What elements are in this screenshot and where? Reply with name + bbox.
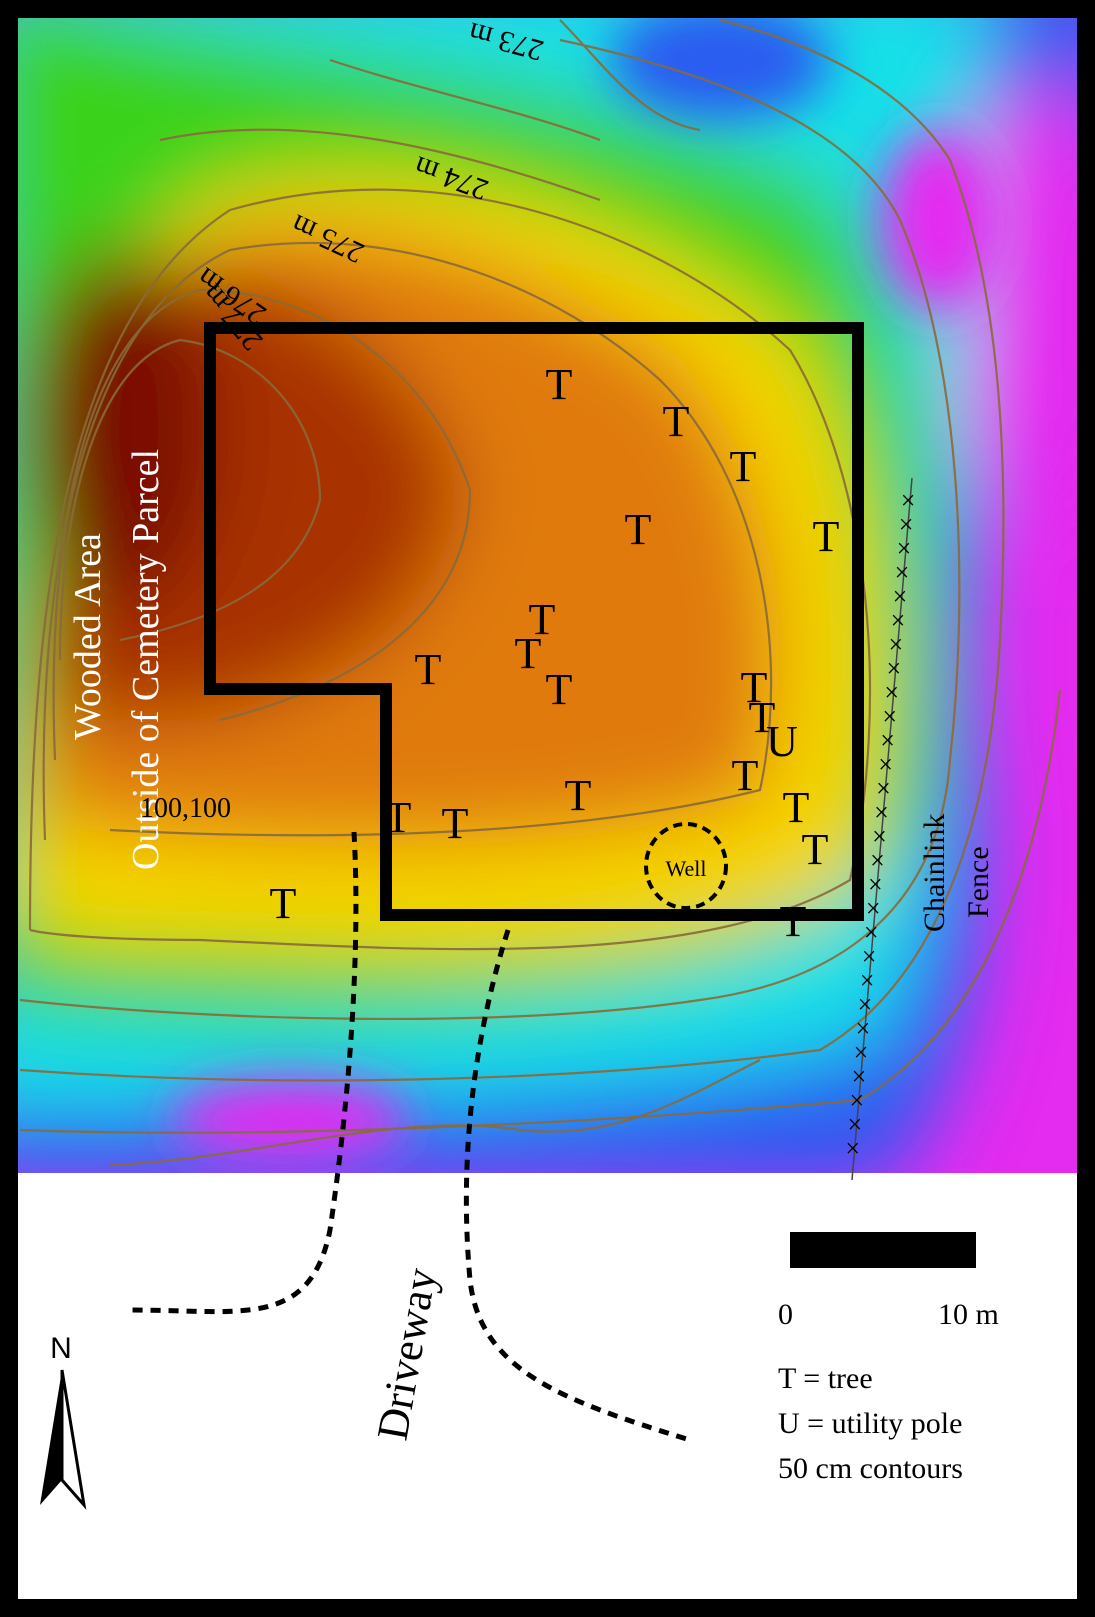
driveway-edges (129, 831, 691, 1443)
fence-marker: × (886, 654, 901, 683)
fence-marker: × (874, 798, 889, 827)
tree-symbol: T (546, 665, 573, 714)
scale-start-label: 0 (778, 1298, 793, 1331)
tree-symbol: T (730, 442, 757, 491)
fence-label: Chainlink Fence (918, 814, 995, 932)
tree-symbol: T (749, 693, 776, 742)
fence-marker: × (856, 1014, 871, 1043)
tree-symbol: T (663, 397, 690, 446)
driveway-label: Driveway (368, 1264, 446, 1443)
tree-symbol: T (529, 595, 556, 644)
tree-symbol: T (565, 771, 592, 820)
fence-marker: × (882, 702, 897, 731)
grid-origin-label: 100,100 (140, 793, 231, 824)
tree-symbol: T (385, 793, 412, 842)
cemetery-parcel-boundary (204, 322, 864, 921)
tree-symbol: T (515, 629, 542, 678)
wooded-area-line2: Outside of Cemetery Parcel (125, 449, 167, 870)
fence-marker: × (878, 750, 893, 779)
fence-marker: × (897, 534, 912, 563)
scale-bar: 0 10 m (778, 1232, 999, 1331)
fence-marker: × (901, 486, 916, 515)
fence-marker: × (862, 942, 877, 971)
fence-marker: × (864, 918, 879, 947)
fence-marker: × (858, 990, 873, 1019)
fence-marker: × (884, 678, 899, 707)
wooded-area-label: Wooded Area Outside of Cemetery Parcel (67, 449, 167, 870)
fence-marker: × (866, 894, 881, 923)
tree-symbol: T (270, 879, 297, 928)
fence-marker: × (888, 630, 903, 659)
legend: T = tree U = utility pole 50 cm contours (778, 1362, 963, 1485)
fence-marker: × (880, 726, 895, 755)
tree-symbol: T (813, 512, 840, 561)
tree-symbol: T (442, 799, 469, 848)
tree-symbol: T (741, 663, 768, 712)
fence-label-line2: Fence (962, 846, 995, 918)
fence-marker: × (891, 606, 906, 635)
tree-symbol: T (783, 783, 810, 832)
chainlink-fence: ×××××××××××××××××××××××××××× (845, 477, 916, 1181)
north-arrow-icon: N (40, 1332, 87, 1510)
north-label: N (50, 1332, 72, 1365)
fence-marker: × (870, 846, 885, 875)
well-label: Well (666, 856, 707, 881)
fence-marker: × (876, 774, 891, 803)
tree-symbol: T (780, 897, 807, 946)
well-marker: Well (644, 822, 728, 910)
fence-marker: × (854, 1038, 869, 1067)
fence-label-line1: Chainlink (918, 814, 951, 932)
utility-pole-symbol: U (766, 717, 798, 766)
legend-tree: T = tree (778, 1362, 873, 1395)
legend-utility: U = utility pole (778, 1407, 962, 1440)
fence-marker: × (868, 870, 883, 899)
fence-marker: × (899, 510, 914, 539)
fence-marker: × (849, 1086, 864, 1115)
fence-marker: × (860, 966, 875, 995)
legend-contours: 50 cm contours (778, 1452, 963, 1485)
fence-marker: × (852, 1062, 867, 1091)
fence-marker: × (845, 1134, 860, 1163)
tree-symbol: T (625, 505, 652, 554)
tree-symbol: T (415, 645, 442, 694)
fence-marker: × (847, 1110, 862, 1139)
fence-marker: × (895, 558, 910, 587)
tree-symbol: T (546, 360, 573, 409)
tree-symbol: T (732, 751, 759, 800)
fence-marker: × (872, 822, 887, 851)
tree-symbol: T (802, 825, 829, 874)
fence-marker: × (893, 582, 908, 611)
scale-end-label: 10 m (938, 1298, 999, 1331)
wooded-area-line1: Wooded Area (67, 533, 109, 740)
